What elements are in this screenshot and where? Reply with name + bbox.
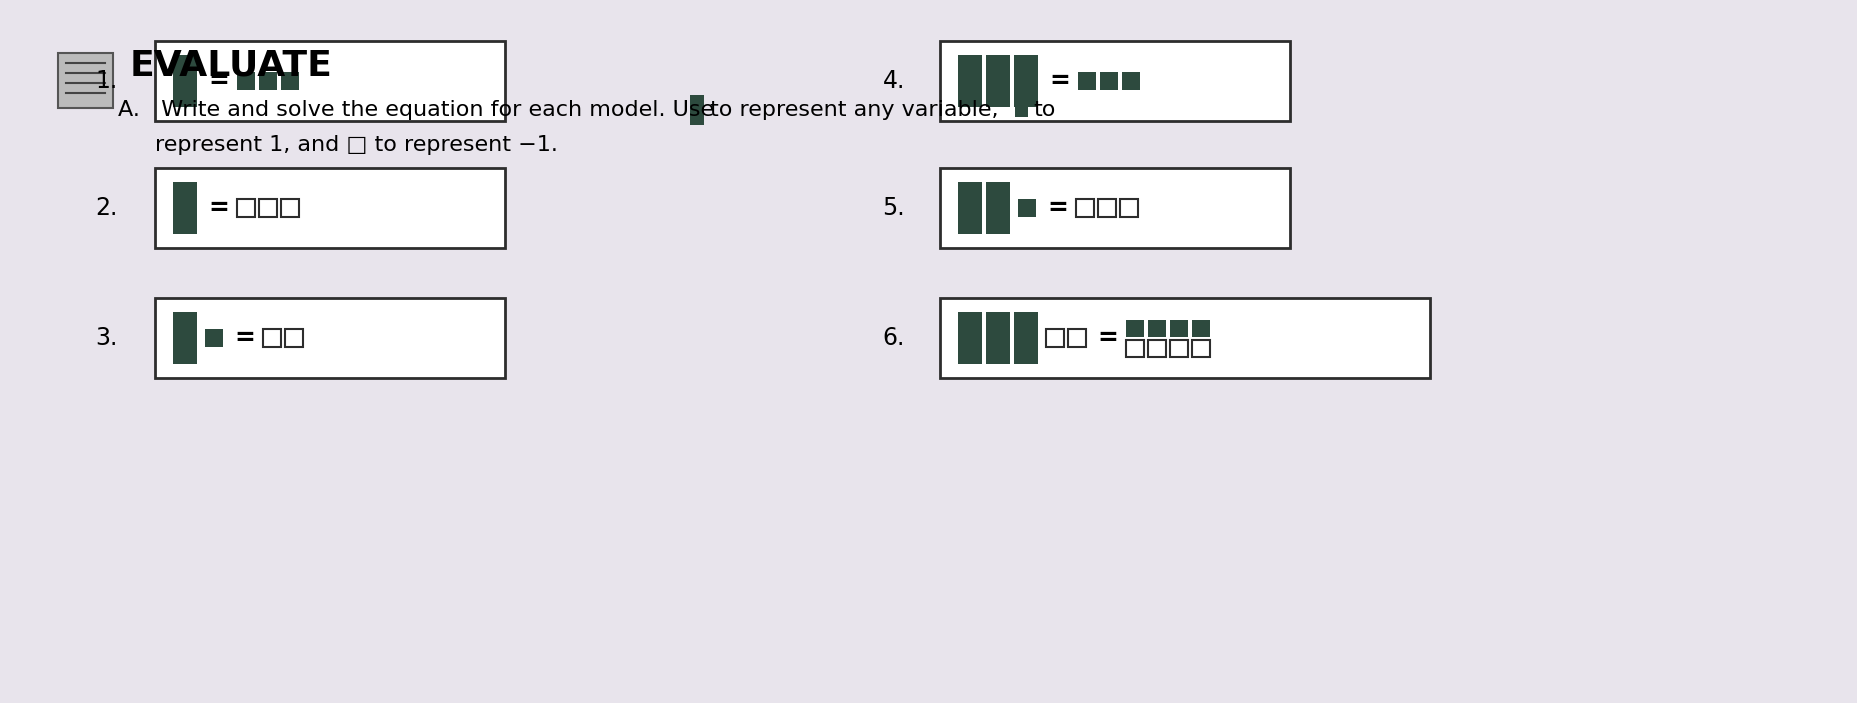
Bar	[1014, 55, 1038, 107]
Bar	[1014, 312, 1038, 364]
Bar	[1075, 199, 1094, 217]
Bar	[284, 329, 303, 347]
Text: EVALUATE: EVALUATE	[130, 48, 332, 82]
Bar	[1125, 319, 1144, 337]
Bar	[1170, 319, 1187, 337]
Bar	[1077, 72, 1096, 90]
Bar	[1068, 329, 1084, 347]
Bar	[1148, 319, 1166, 337]
Text: 6.: 6.	[882, 326, 904, 350]
Text: A.   Write and solve the equation for each model. Use: A. Write and solve the equation for each…	[119, 100, 713, 120]
Bar	[940, 168, 1289, 248]
Bar	[1192, 340, 1209, 356]
Bar	[1097, 199, 1116, 217]
Bar	[154, 298, 505, 378]
Text: 2.: 2.	[95, 196, 119, 220]
Bar	[1122, 72, 1140, 90]
Bar	[238, 199, 254, 217]
Text: =: =	[1049, 69, 1070, 93]
Bar	[1192, 319, 1209, 337]
Bar	[58, 53, 113, 108]
Bar	[1170, 340, 1187, 356]
Bar	[173, 182, 197, 234]
Text: =: =	[1097, 326, 1118, 350]
Bar	[1125, 340, 1144, 356]
Bar	[1018, 199, 1036, 217]
Bar	[958, 55, 982, 107]
Text: =: =	[208, 196, 228, 220]
Bar	[986, 55, 1010, 107]
Bar	[1120, 199, 1136, 217]
Text: represent 1, and □ to represent −1.: represent 1, and □ to represent −1.	[154, 135, 557, 155]
Bar	[280, 199, 299, 217]
Text: =: =	[234, 326, 254, 350]
Bar	[173, 312, 197, 364]
Bar	[204, 329, 223, 347]
Bar	[154, 41, 505, 121]
Bar	[173, 55, 197, 107]
Bar	[958, 312, 982, 364]
Text: =: =	[1047, 196, 1068, 220]
Bar	[258, 72, 277, 90]
Bar	[940, 41, 1289, 121]
Bar	[689, 95, 704, 125]
Bar	[1014, 103, 1027, 117]
Bar	[154, 168, 505, 248]
Text: 5.: 5.	[882, 196, 904, 220]
Text: 3.: 3.	[95, 326, 119, 350]
Bar	[258, 199, 277, 217]
Text: =: =	[208, 69, 228, 93]
Text: to: to	[1032, 100, 1055, 120]
Text: to represent any variable,: to represent any variable,	[709, 100, 997, 120]
Text: 4.: 4.	[882, 69, 904, 93]
Bar	[986, 182, 1010, 234]
Text: 1.: 1.	[97, 69, 119, 93]
Bar	[238, 72, 254, 90]
Bar	[1148, 340, 1166, 356]
Bar	[280, 72, 299, 90]
Bar	[958, 182, 982, 234]
Bar	[264, 329, 280, 347]
Bar	[1099, 72, 1118, 90]
Bar	[1045, 329, 1064, 347]
Bar	[940, 298, 1430, 378]
Bar	[986, 312, 1010, 364]
